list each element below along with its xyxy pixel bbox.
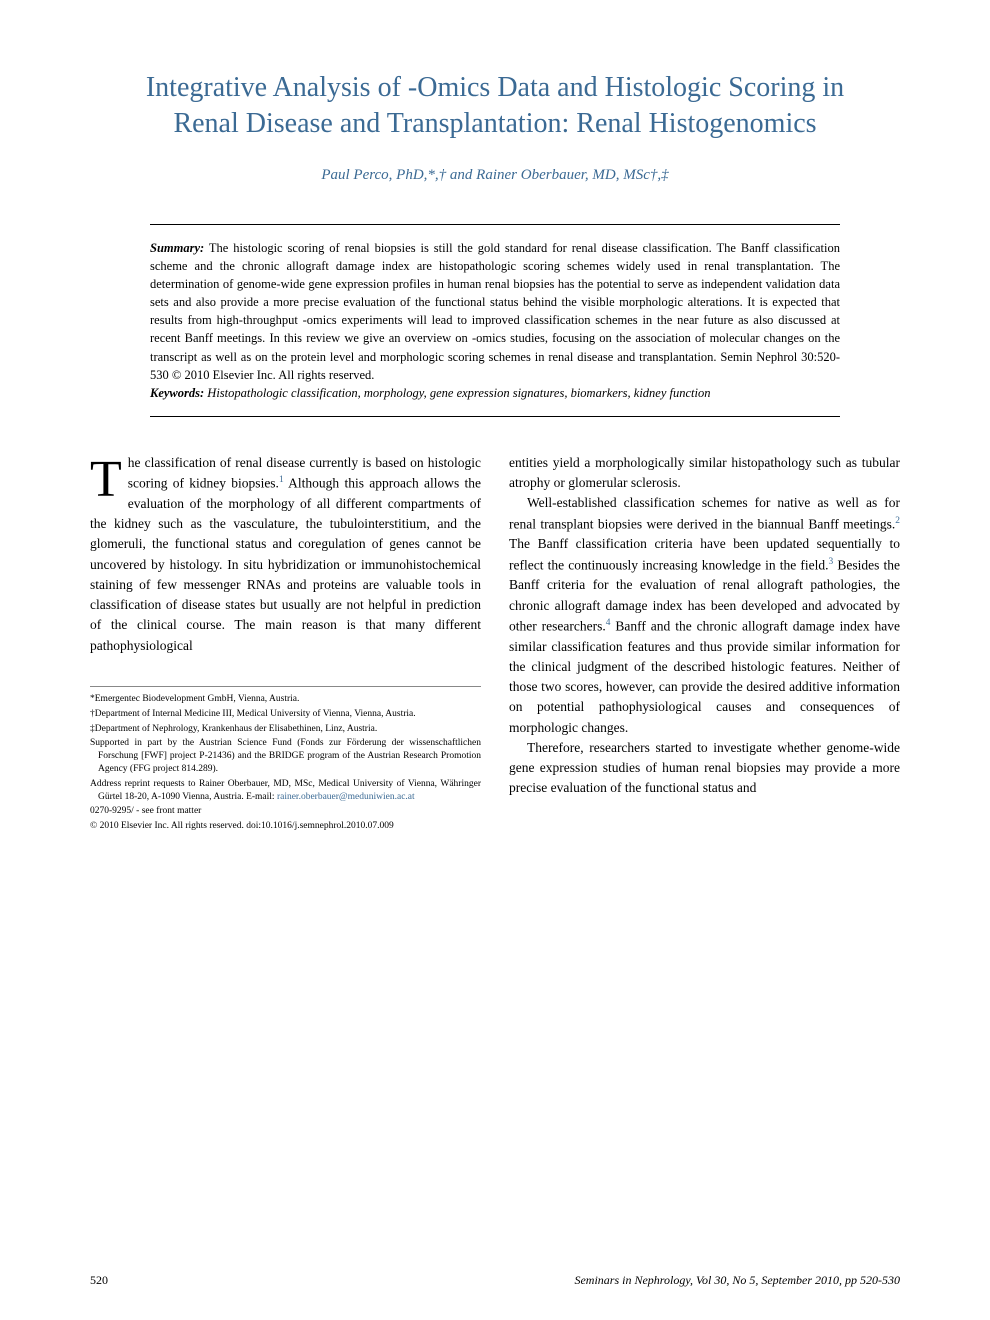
footnote-4: Supported in part by the Austrian Scienc…: [90, 737, 481, 775]
page-footer: 520 Seminars in Nephrology, Vol 30, No 5…: [90, 1273, 900, 1288]
keywords-label: Keywords:: [150, 386, 204, 400]
footnote-5: Address reprint requests to Rainer Oberb…: [90, 778, 481, 804]
right-column: entities yield a morphologically similar…: [509, 453, 900, 835]
ref-2: 2: [895, 516, 900, 526]
body-p3d: Banff and the chronic allograft damage i…: [509, 618, 900, 734]
journal-info: Seminars in Nephrology, Vol 30, No 5, Se…: [574, 1273, 900, 1288]
summary-text: The histologic scoring of renal biopsies…: [150, 241, 840, 382]
footnote-email: rainer.oberbauer@meduniwien.ac.at: [277, 792, 415, 802]
keywords-paragraph: Keywords: Histopathologic classification…: [150, 384, 840, 402]
body-p4: Therefore, researchers started to invest…: [509, 738, 900, 799]
dropcap: T: [90, 453, 128, 504]
left-column: The classification of renal disease curr…: [90, 453, 481, 835]
footnote-7: © 2010 Elsevier Inc. All rights reserved…: [90, 820, 481, 833]
summary-label: Summary:: [150, 241, 204, 255]
body-columns: The classification of renal disease curr…: [90, 453, 900, 835]
footnote-3: ‡Department of Nephrology, Krankenhaus d…: [90, 723, 481, 736]
body-p1: The classification of renal disease curr…: [90, 453, 481, 656]
body-p3a: Well-established classification schemes …: [509, 495, 900, 531]
page-number: 520: [90, 1273, 108, 1288]
footnote-2: †Department of Internal Medicine III, Me…: [90, 708, 481, 721]
article-title: Integrative Analysis of -Omics Data and …: [90, 70, 900, 143]
footnote-1: *Emergentec Biodevelopment GmbH, Vienna,…: [90, 693, 481, 706]
keywords-text: Histopathologic classification, morpholo…: [204, 386, 710, 400]
body-p3: Well-established classification schemes …: [509, 493, 900, 738]
summary-box: Summary: The histologic scoring of renal…: [150, 224, 840, 417]
authors: Paul Perco, PhD,*,† and Rainer Oberbauer…: [90, 167, 900, 184]
body-p2: entities yield a morphologically similar…: [509, 453, 900, 494]
footnotes: *Emergentec Biodevelopment GmbH, Vienna,…: [90, 686, 481, 833]
summary-paragraph: Summary: The histologic scoring of renal…: [150, 239, 840, 384]
body-p1-rest: Although this approach allows the evalua…: [90, 476, 481, 653]
footnote-6: 0270-9295/ - see front matter: [90, 805, 481, 818]
